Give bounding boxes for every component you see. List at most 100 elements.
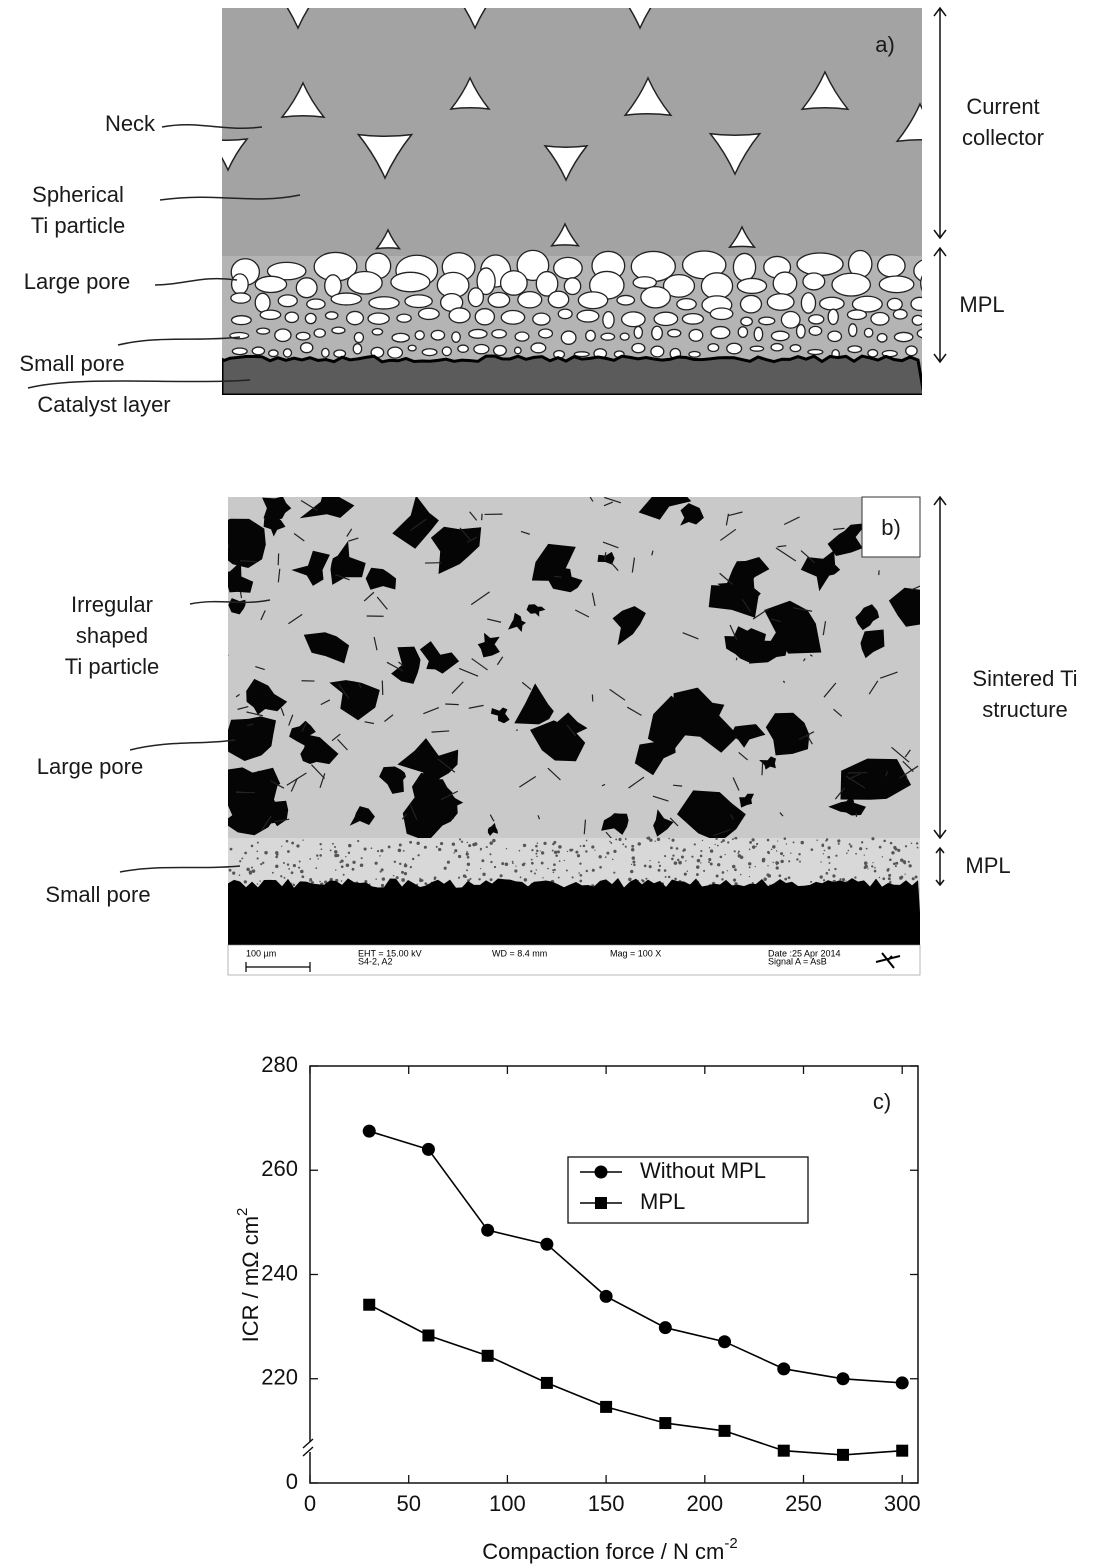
- small-pore: [543, 841, 547, 846]
- small-pore: [783, 837, 787, 840]
- pore-triangle: [800, 70, 850, 111]
- small-pore: [239, 860, 242, 863]
- small-pore: [887, 867, 890, 871]
- small-pore: [443, 866, 447, 870]
- pore: [231, 347, 248, 356]
- pore: [379, 766, 406, 794]
- small-pore: [646, 837, 648, 840]
- grain-boundary: [376, 596, 388, 610]
- grain-boundary: [822, 621, 827, 636]
- small-pore: [493, 865, 497, 869]
- pore: [404, 294, 433, 309]
- pore: [387, 346, 404, 359]
- small-pore: [433, 876, 437, 880]
- small-pore: [787, 876, 791, 880]
- small-pore: [556, 850, 560, 854]
- small-pore: [748, 875, 751, 878]
- small-pore: [800, 840, 804, 845]
- small-pore: [557, 876, 560, 879]
- small-pore: [780, 852, 784, 856]
- small-pore: [611, 858, 614, 861]
- small-pore: [535, 844, 538, 848]
- label: Small pore: [45, 882, 150, 907]
- small-pore: [439, 841, 444, 846]
- small-pore: [511, 860, 514, 863]
- pore: [474, 308, 496, 326]
- small-pore: [677, 858, 680, 862]
- pore: [246, 678, 288, 715]
- small-pore: [363, 847, 367, 851]
- small-pore: [737, 850, 740, 853]
- small-pore: [288, 868, 291, 870]
- x-axis-label-text: Compaction force / N cm: [482, 1539, 724, 1564]
- small-pore: [319, 843, 322, 846]
- pore: [230, 315, 252, 326]
- small-pore: [657, 861, 660, 864]
- small-pore: [393, 860, 397, 863]
- small-pore: [576, 854, 581, 858]
- tag-box: [861, 496, 921, 558]
- pore: [677, 790, 746, 843]
- small-pore: [827, 855, 831, 859]
- small-pore: [754, 865, 756, 868]
- grain-boundary: [255, 665, 265, 671]
- small-pore: [715, 874, 719, 878]
- small-pore: [324, 880, 328, 884]
- pore: [391, 646, 421, 684]
- pore: [291, 550, 330, 586]
- small-pore: [618, 837, 622, 842]
- grain-boundary: [738, 751, 748, 761]
- pore: [353, 331, 365, 344]
- pore: [802, 272, 826, 291]
- grain-boundary: [609, 688, 626, 701]
- small-pore: [290, 882, 293, 884]
- small-pore: [340, 880, 343, 882]
- grain-boundary: [386, 661, 404, 672]
- small-pore: [256, 850, 259, 853]
- pore: [651, 325, 663, 341]
- small-pore: [553, 868, 556, 871]
- small-pore: [643, 864, 647, 868]
- pore: [330, 540, 366, 585]
- small-pore: [357, 839, 360, 843]
- small-pore: [911, 877, 915, 881]
- small-pore: [731, 838, 734, 841]
- pore: [737, 326, 749, 339]
- small-pore: [667, 875, 671, 879]
- small-pore: [767, 874, 772, 878]
- small-pore: [878, 876, 881, 879]
- small-pore: [648, 865, 652, 869]
- small-pore: [392, 874, 395, 877]
- pore-triangle: [463, 8, 487, 30]
- small-pore: [401, 870, 404, 874]
- small-pore: [656, 837, 661, 842]
- small-pore: [889, 841, 893, 845]
- legend-label: Without MPL: [640, 1158, 766, 1183]
- pore: [407, 344, 417, 352]
- small-pore: [714, 843, 716, 846]
- small-pore: [454, 849, 458, 853]
- grain-boundary: [631, 557, 636, 573]
- small-pore: [540, 851, 545, 855]
- pore: [707, 343, 720, 353]
- small-pore: [658, 864, 662, 868]
- small-pore: [515, 865, 517, 867]
- pore: [547, 290, 570, 309]
- grain-boundary: [261, 815, 272, 831]
- small-pore: [489, 853, 492, 856]
- small-pore: [613, 849, 617, 854]
- grain-boundary: [228, 654, 229, 657]
- pore-triangle: [727, 225, 757, 249]
- side-label: MPL: [965, 853, 1010, 878]
- small-pore: [734, 882, 738, 886]
- small-pore: [542, 877, 544, 879]
- pore: [487, 291, 511, 308]
- pore: [467, 287, 485, 308]
- marker: [422, 1329, 435, 1342]
- pore: [807, 348, 824, 356]
- info-text: Signal A = AsB: [768, 956, 827, 966]
- leader-line: [117, 336, 241, 346]
- pore: [633, 325, 644, 339]
- small-pore: [823, 849, 826, 852]
- small-pore: [891, 851, 895, 855]
